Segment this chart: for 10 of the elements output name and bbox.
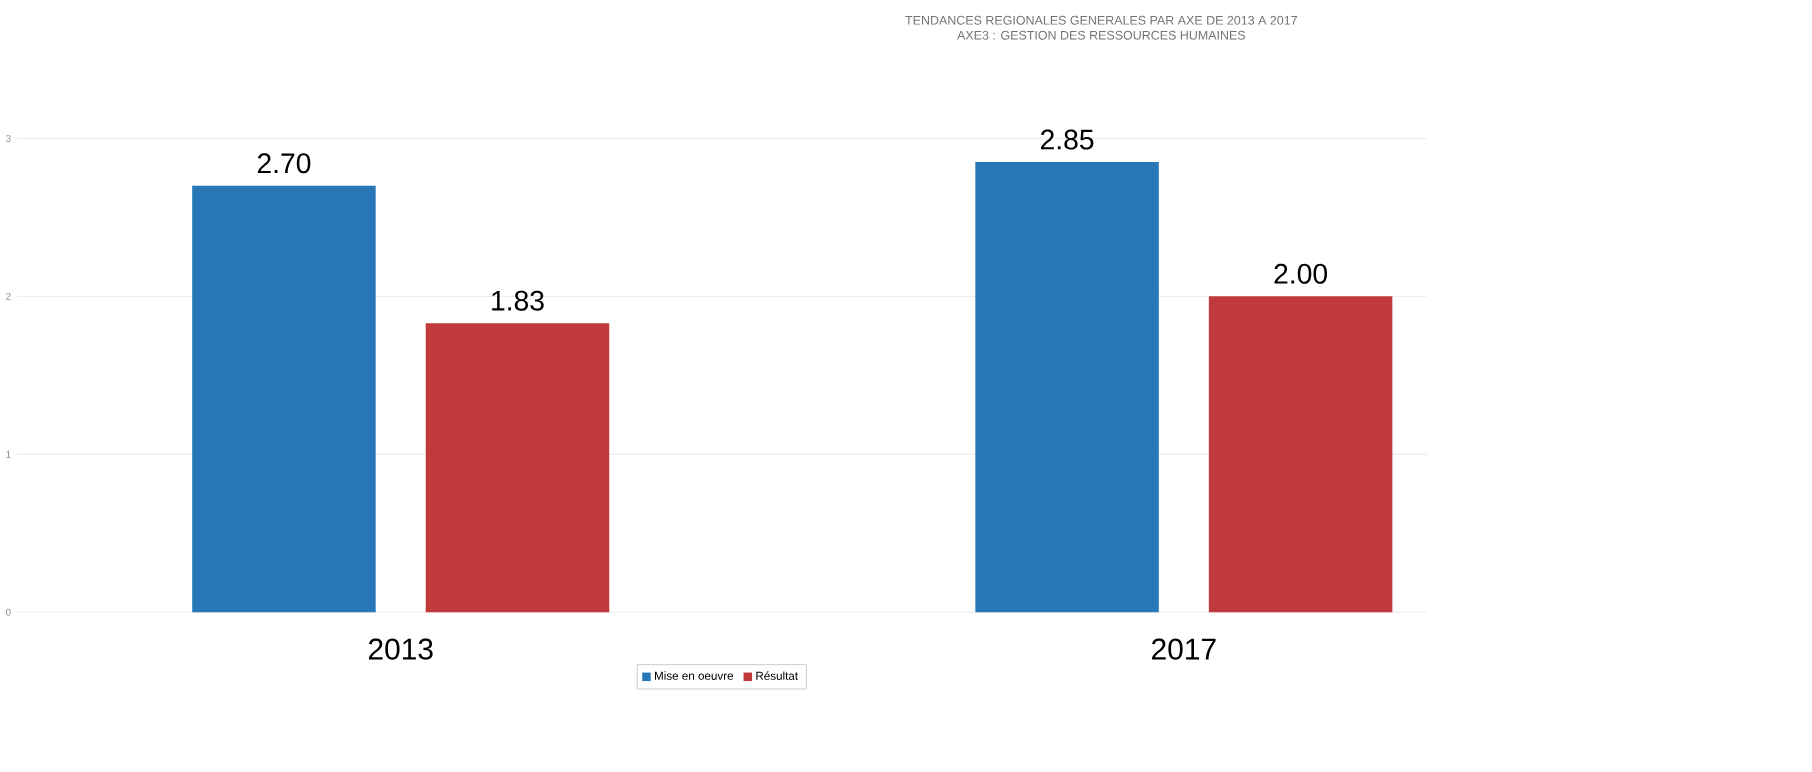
bar bbox=[425, 323, 610, 613]
data-label: 2.70 bbox=[257, 153, 311, 174]
bar bbox=[975, 161, 1159, 613]
data-label: 1.83 bbox=[492, 290, 544, 311]
data-label: 2.85 bbox=[1041, 129, 1094, 150]
data-label: 2.00 bbox=[1274, 263, 1328, 284]
x-tick-label: 2017 bbox=[1152, 638, 1216, 660]
bar bbox=[192, 185, 376, 613]
bar bbox=[1208, 296, 1393, 613]
x-tick-label: 2013 bbox=[368, 638, 433, 660]
